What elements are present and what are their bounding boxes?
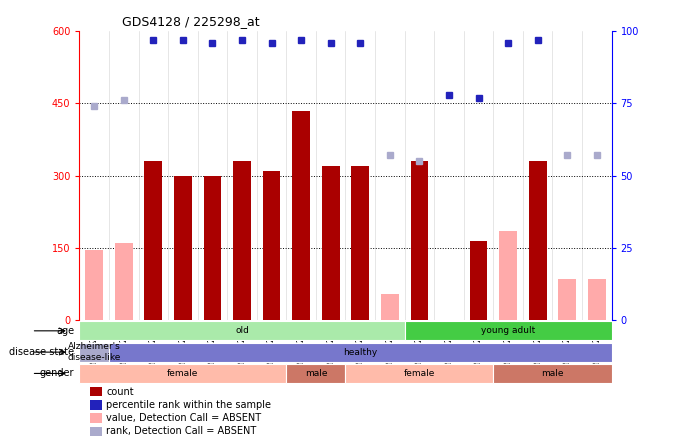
- Text: young adult: young adult: [481, 326, 536, 335]
- Bar: [174, 176, 192, 320]
- Bar: [588, 279, 605, 320]
- Text: value, Detection Call = ABSENT: value, Detection Call = ABSENT: [106, 413, 261, 423]
- Bar: [79, 364, 286, 383]
- Bar: [90, 400, 102, 410]
- Bar: [352, 166, 369, 320]
- Bar: [529, 161, 547, 320]
- Text: GDS4128 / 225298_at: GDS4128 / 225298_at: [122, 16, 260, 28]
- Bar: [405, 321, 612, 341]
- Text: age: age: [56, 326, 74, 336]
- Text: disease state: disease state: [9, 347, 74, 357]
- Bar: [115, 243, 133, 320]
- Bar: [352, 168, 369, 320]
- Bar: [79, 342, 109, 362]
- Bar: [233, 161, 251, 320]
- Bar: [286, 364, 346, 383]
- Text: rank, Detection Call = ABSENT: rank, Detection Call = ABSENT: [106, 427, 256, 436]
- Bar: [90, 427, 102, 436]
- Text: old: old: [235, 326, 249, 335]
- Bar: [322, 166, 339, 320]
- Text: Alzheimer's
disease-like: Alzheimer's disease-like: [68, 342, 121, 362]
- Bar: [90, 387, 102, 396]
- Bar: [79, 321, 405, 341]
- Bar: [90, 413, 102, 423]
- Bar: [499, 231, 517, 320]
- Text: female: female: [167, 369, 198, 378]
- Bar: [410, 161, 428, 320]
- Bar: [410, 161, 428, 320]
- Text: male: male: [541, 369, 564, 378]
- Text: percentile rank within the sample: percentile rank within the sample: [106, 400, 271, 410]
- Text: healthy: healthy: [343, 348, 377, 357]
- Bar: [292, 111, 310, 320]
- Text: female: female: [404, 369, 435, 378]
- Bar: [263, 171, 281, 320]
- Bar: [346, 364, 493, 383]
- Text: gender: gender: [39, 369, 74, 378]
- Bar: [558, 279, 576, 320]
- Bar: [204, 176, 221, 320]
- Text: count: count: [106, 387, 133, 396]
- Bar: [381, 293, 399, 320]
- Bar: [86, 250, 103, 320]
- Bar: [144, 161, 162, 320]
- Bar: [493, 364, 612, 383]
- Bar: [470, 241, 487, 320]
- Text: male: male: [305, 369, 328, 378]
